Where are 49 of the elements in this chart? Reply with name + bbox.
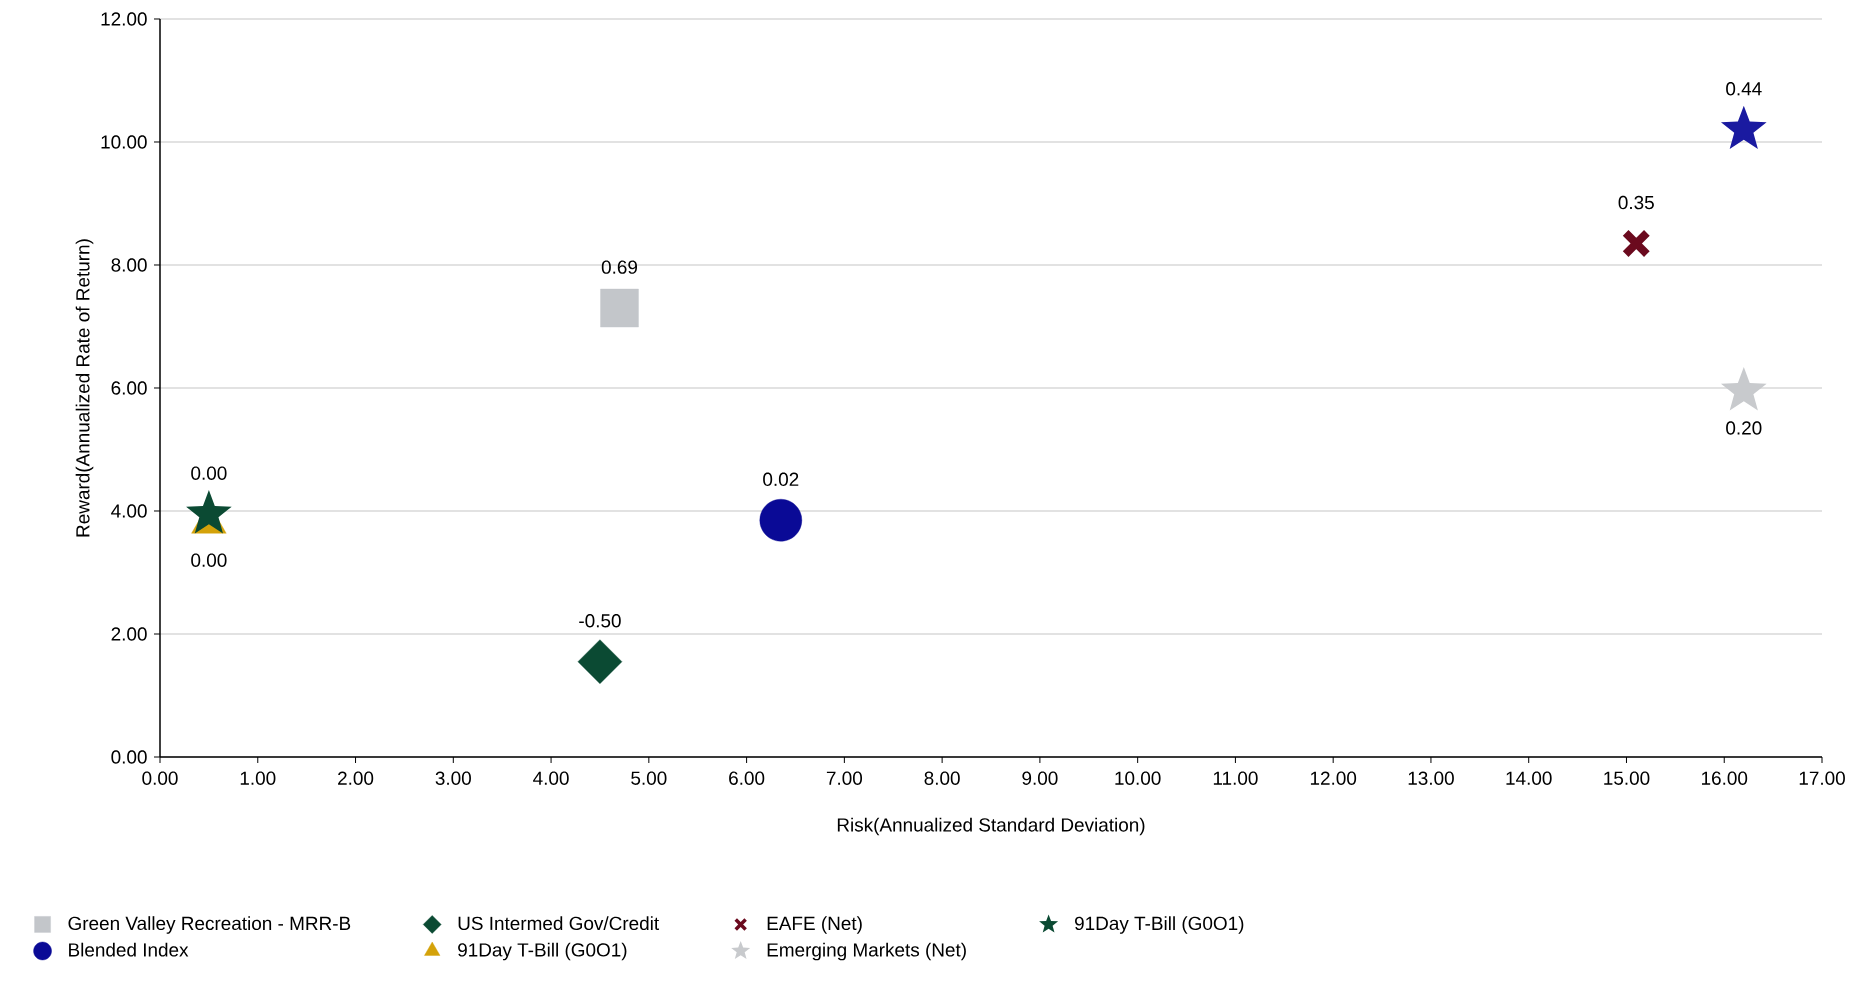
- x-tick-label: 4.00: [533, 771, 569, 785]
- annotation: -0.50: [579, 614, 621, 628]
- x-tick-label: 15.00: [1604, 771, 1650, 785]
- x-tick-label: 9.00: [1022, 771, 1058, 785]
- point: [1621, 228, 1651, 259]
- x-axis-title: Risk(Annualized Standard Deviation): [837, 817, 1145, 836]
- x-tick-label: 0.00: [142, 771, 178, 785]
- legend-label: Blended Index: [69, 942, 189, 957]
- x-tick-label: 10.00: [1115, 771, 1161, 785]
- x-tick-label: 7.00: [826, 771, 863, 785]
- y-tick-label: 10.00: [101, 135, 147, 149]
- point: [577, 639, 623, 684]
- legend-label: EAFE (Net): [767, 916, 862, 934]
- x-tick-label: 1.00: [240, 771, 276, 785]
- point: [186, 490, 232, 534]
- point: [759, 499, 803, 542]
- x-tick-label: 14.00: [1506, 771, 1552, 785]
- annotation: 0.20: [1726, 421, 1762, 435]
- legend-label: US Intermed Gov/Credit: [458, 916, 660, 931]
- y-tick-label: 0.00: [111, 750, 147, 764]
- legend-label: 91Day T-Bill (G0O1): [1074, 916, 1244, 934]
- x-tick-label: 3.00: [435, 771, 471, 785]
- point: [600, 288, 639, 328]
- y-tick-label: 12.00: [101, 12, 147, 26]
- annotation: 0.02: [763, 472, 799, 487]
- legend-label: 91Day T-Bill (G0O1): [458, 942, 627, 961]
- y-tick-label: 6.00: [111, 381, 147, 395]
- annotation: 0.44: [1726, 82, 1762, 96]
- legend-label: Emerging Markets (Net): [767, 942, 966, 961]
- x-tick-label: 16.00: [1702, 771, 1748, 785]
- point: [1720, 105, 1767, 150]
- annotation: 0.00: [191, 553, 227, 567]
- y-axis-title: Reward(Annualized Rate of Return): [75, 239, 94, 537]
- annotation: 0.35: [1618, 195, 1654, 210]
- x-tick-label: 13.00: [1408, 771, 1454, 785]
- x-tick-label: 2.00: [338, 771, 374, 785]
- y-tick-label: 8.00: [111, 258, 147, 272]
- x-tick-label: 6.00: [729, 771, 765, 785]
- x-tick-label: 12.00: [1310, 771, 1357, 785]
- y-tick-label: 4.00: [111, 504, 147, 518]
- annotation: 0.00: [191, 466, 227, 480]
- y-tick-label: 2.00: [111, 627, 147, 641]
- annotation: 0.69: [601, 260, 638, 274]
- x-tick-label: 5.00: [631, 771, 667, 785]
- point: [1720, 367, 1767, 411]
- x-tick-label: 8.00: [924, 771, 960, 785]
- x-tick-label: 11.00: [1213, 771, 1258, 785]
- x-tick-label: 17.00: [1799, 771, 1845, 785]
- legend-label: Green Valley Recreation - MRR-B: [68, 916, 351, 934]
